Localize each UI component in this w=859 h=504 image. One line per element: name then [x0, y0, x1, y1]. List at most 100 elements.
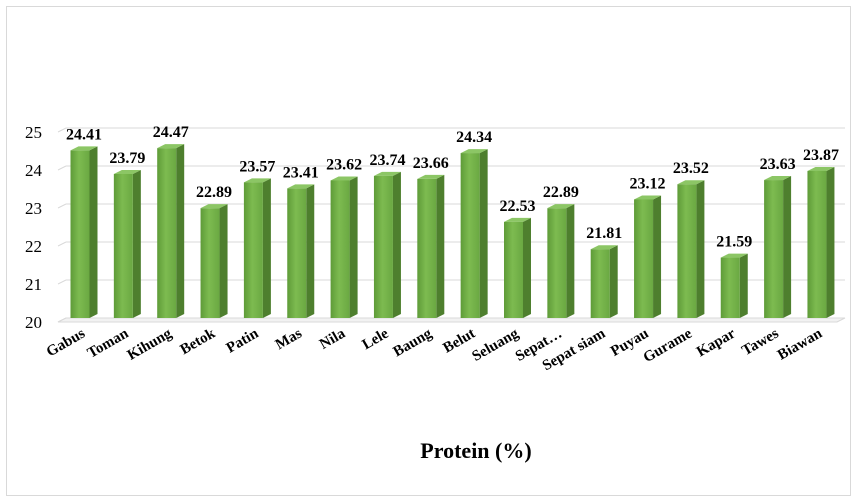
bar-front	[70, 150, 90, 318]
bar-top	[417, 174, 445, 179]
category-label: Kihung	[125, 325, 175, 363]
bar-patin	[243, 178, 271, 318]
data-label: 23.12	[630, 175, 666, 192]
bar-front	[157, 148, 177, 318]
bar-gurame	[677, 180, 705, 318]
gridline-depth	[57, 203, 67, 209]
bar-front	[113, 173, 133, 318]
bar-side	[219, 204, 228, 318]
bar-gabus	[70, 146, 98, 318]
data-label: 23.63	[760, 156, 796, 173]
bar-top	[157, 144, 185, 149]
category-label: Biawan	[775, 325, 825, 363]
bar-top	[373, 171, 401, 176]
bar-front	[764, 180, 784, 318]
y-tick-label: 25	[25, 123, 42, 142]
bar-side	[262, 178, 271, 318]
category-label: Baung	[391, 325, 436, 360]
bar-top	[547, 204, 575, 209]
bar-betok	[200, 204, 228, 318]
category-label: Nila	[317, 325, 349, 352]
category-label: Gabus	[44, 326, 88, 361]
category-label: Seluang	[469, 325, 521, 365]
data-label: 22.89	[543, 184, 579, 201]
gridline-depth	[57, 127, 67, 133]
category-label: Lele	[360, 325, 392, 353]
bar-front	[200, 208, 220, 318]
bar-toman	[113, 169, 141, 318]
bar-tawes	[764, 176, 792, 318]
data-label: 23.41	[283, 164, 319, 181]
bar-front	[373, 175, 393, 318]
bar-side	[739, 253, 748, 318]
bar-side	[783, 176, 792, 318]
y-tick-label: 23	[25, 199, 42, 218]
bar-side	[609, 245, 618, 318]
bar-side	[392, 171, 401, 318]
bar-front	[720, 257, 740, 318]
bar-sepat-	[547, 204, 575, 318]
bar-front	[330, 180, 350, 318]
bar-side	[653, 195, 662, 318]
bar-belut	[460, 149, 488, 318]
data-label: 23.79	[109, 150, 145, 167]
bar-puyau	[634, 195, 662, 318]
data-label: 23.87	[803, 147, 839, 164]
bar-top	[677, 180, 705, 185]
category-label: Toman	[85, 325, 132, 361]
bar-top	[460, 149, 488, 154]
bar-side	[306, 184, 315, 318]
bar-side	[436, 174, 445, 318]
bar-side	[89, 146, 98, 318]
bar-front	[634, 199, 654, 318]
category-label: Tawes	[739, 326, 781, 360]
data-label: 23.62	[326, 156, 362, 173]
bar-biawan	[807, 166, 835, 318]
bar-top	[764, 176, 792, 181]
data-label: 21.59	[716, 234, 752, 251]
bar-sepat-siam	[590, 245, 618, 318]
bar-top	[720, 253, 748, 258]
data-label: 22.53	[500, 198, 536, 215]
data-label: 21.81	[586, 225, 622, 242]
bar-front	[590, 249, 610, 318]
data-label: 24.41	[66, 126, 102, 143]
gridline-depth	[57, 165, 67, 171]
chart-floor	[57, 317, 846, 323]
data-label: 23.66	[413, 155, 449, 172]
bar-top	[200, 204, 228, 209]
data-label: 24.47	[153, 124, 189, 141]
data-label: 22.89	[196, 184, 232, 201]
category-label: Gurame	[641, 325, 695, 366]
bar-side	[566, 204, 575, 318]
bar-top	[287, 184, 315, 189]
bar-side	[696, 180, 705, 318]
bar-baung	[417, 174, 445, 318]
bar-front	[417, 178, 437, 318]
data-label: 24.34	[456, 129, 492, 146]
bar-side	[132, 169, 141, 318]
bar-mas	[287, 184, 315, 318]
bar-top	[70, 146, 98, 151]
bar-top	[590, 245, 618, 250]
bar-seluang	[504, 217, 531, 318]
bar-side	[523, 217, 531, 318]
category-label: Betok	[178, 325, 219, 358]
bar-side	[176, 144, 185, 318]
bar-top	[330, 176, 358, 181]
bar-front	[243, 182, 263, 318]
gridline-depth	[57, 279, 67, 285]
bar-front	[677, 184, 697, 318]
bar-front	[287, 188, 307, 318]
data-label: 23.74	[369, 152, 405, 169]
bar-lele	[373, 171, 401, 318]
x-axis-title: Protein (%)	[420, 438, 531, 463]
bar-side	[479, 149, 488, 318]
bar-kihung	[157, 144, 185, 318]
bar-kapar	[720, 253, 748, 318]
bar-top	[243, 178, 271, 183]
bar-front	[460, 153, 480, 318]
category-label: Kapar	[694, 325, 738, 360]
bar-front	[547, 208, 567, 318]
